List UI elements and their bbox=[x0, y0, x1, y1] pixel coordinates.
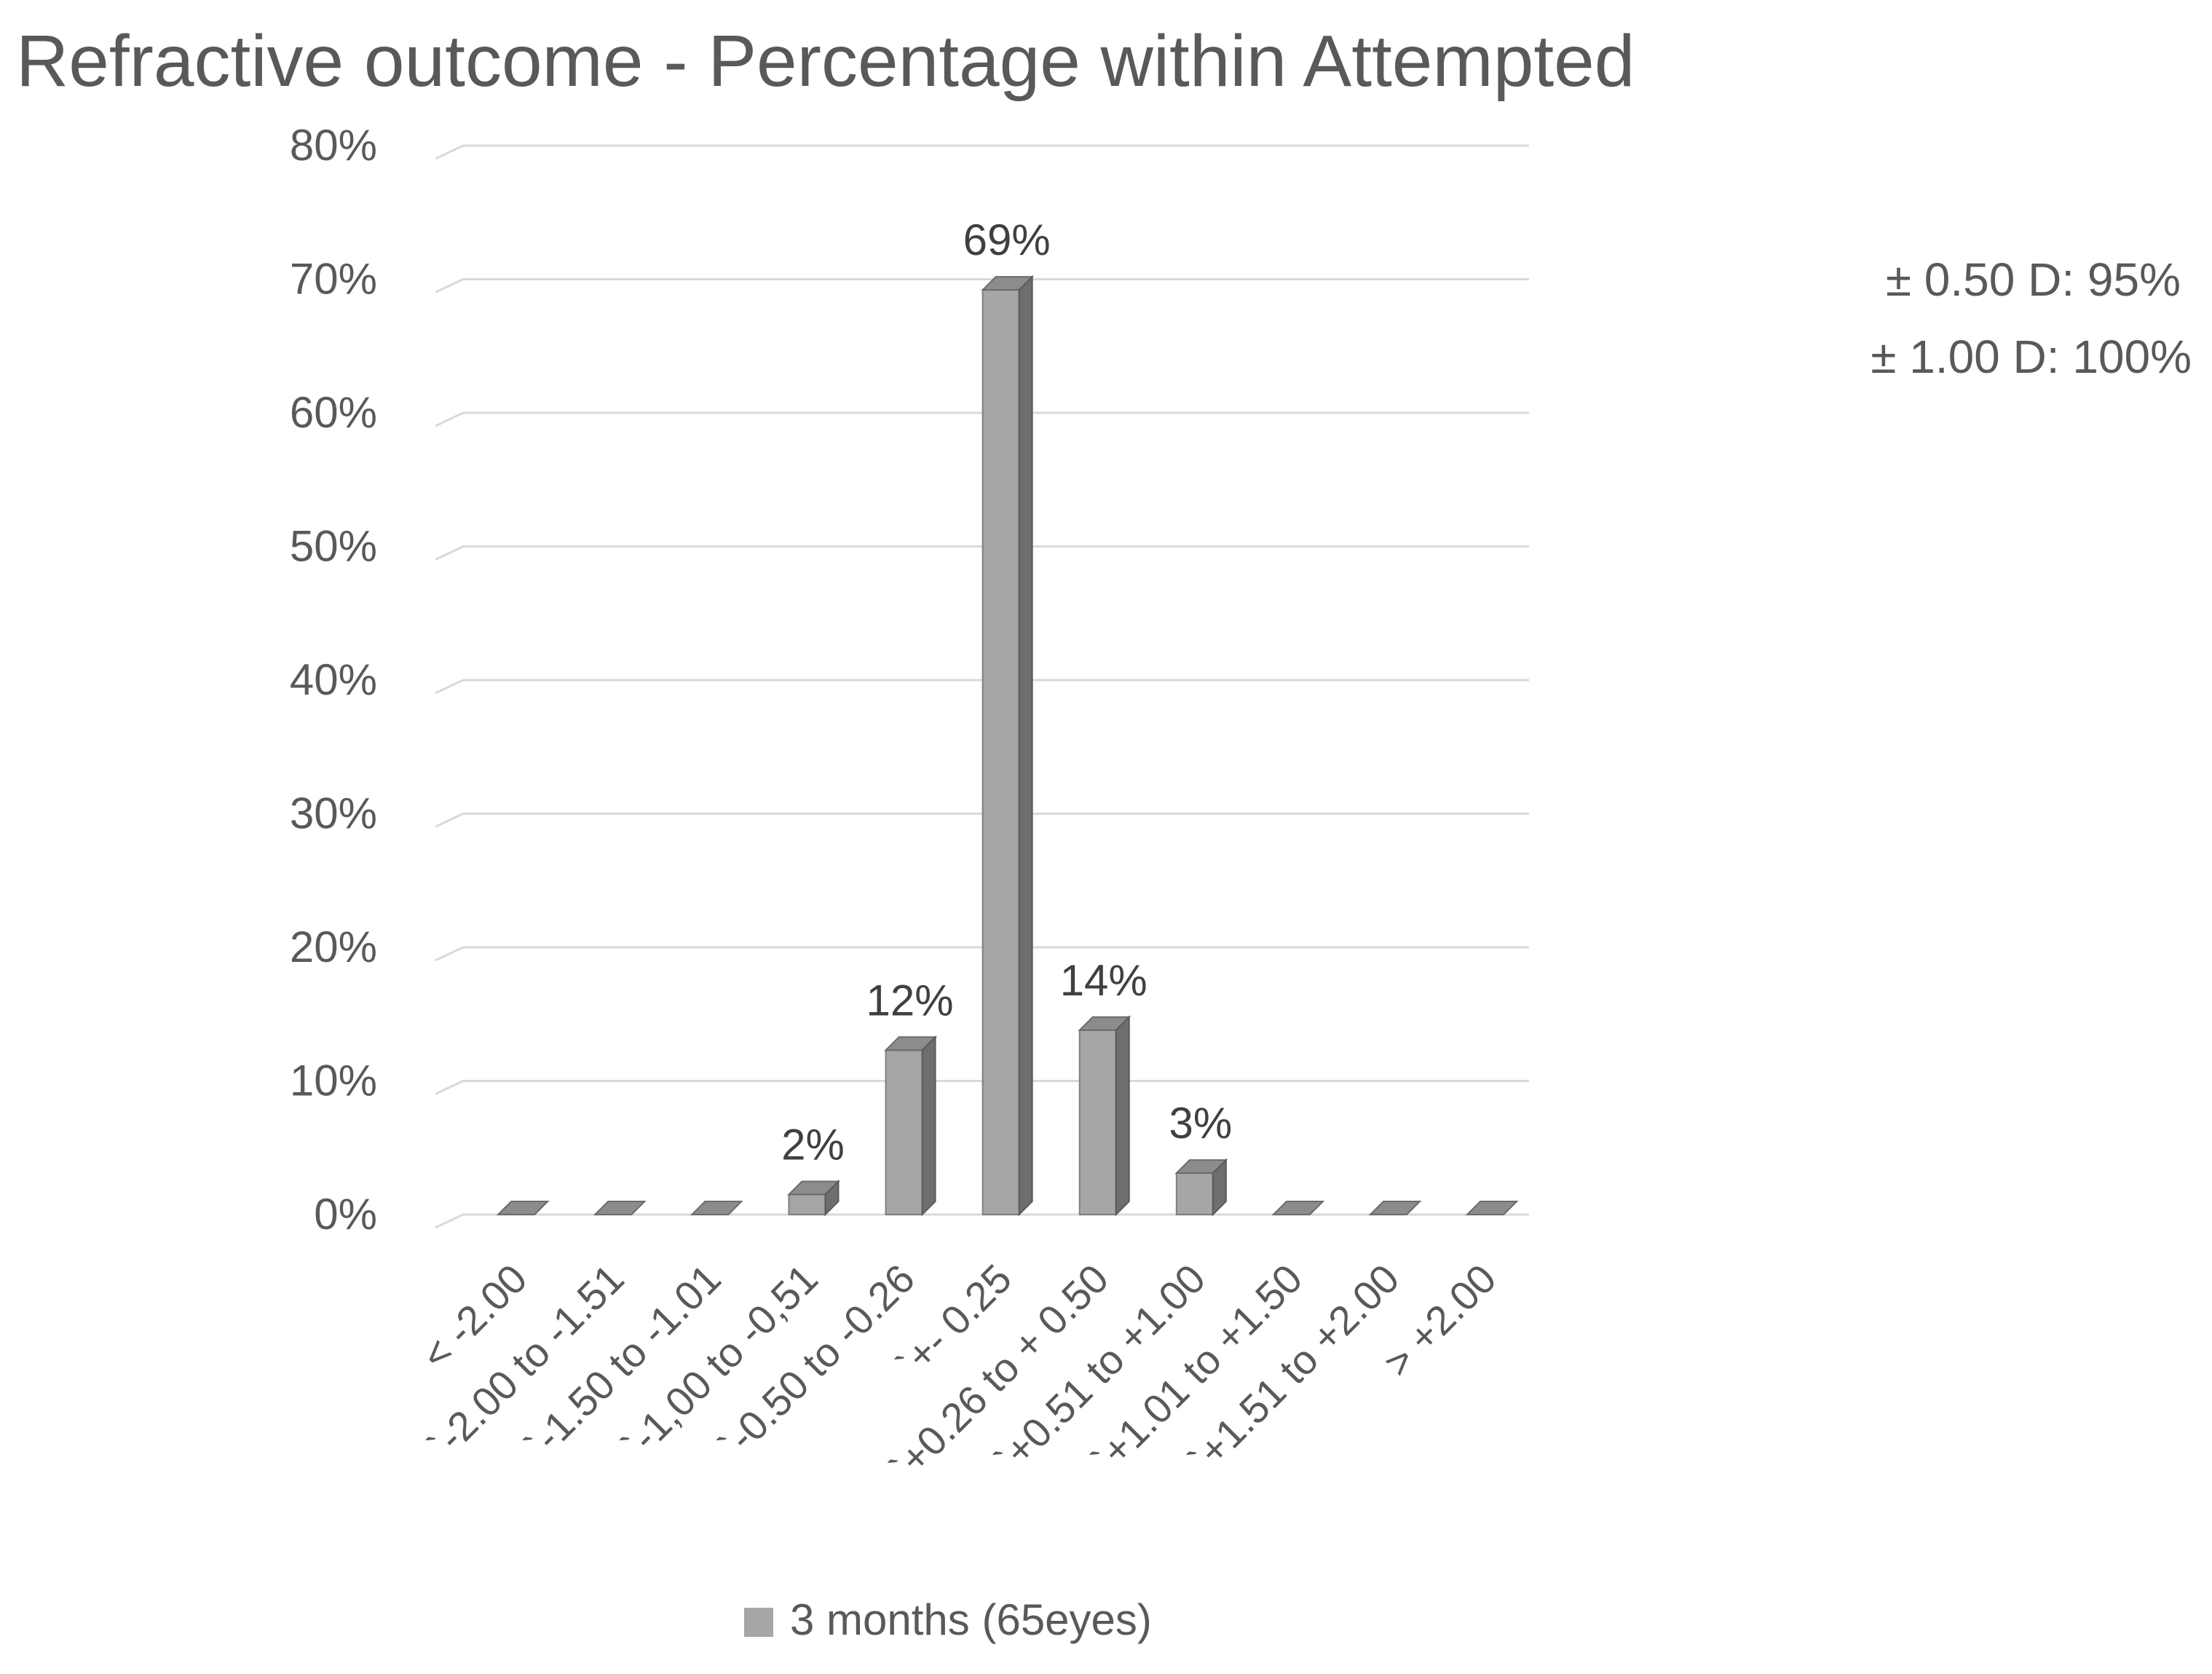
chart-title: Refractive outcome - Percentage within A… bbox=[16, 20, 1635, 102]
bar bbox=[1368, 1201, 1422, 1215]
y-tick-label: 20% bbox=[290, 923, 377, 971]
bar bbox=[1271, 1201, 1325, 1215]
bar bbox=[496, 1201, 550, 1215]
y-tick-label: 30% bbox=[290, 789, 377, 838]
annotation-within-0-50: ± 0.50 D: 95% bbox=[1886, 253, 2181, 306]
legend-swatch bbox=[744, 1608, 773, 1637]
gridline-depth bbox=[435, 679, 464, 695]
data-label: 12% bbox=[866, 976, 954, 1024]
gridline-depth bbox=[435, 545, 464, 561]
bar bbox=[1174, 1158, 1228, 1217]
gridline-depth bbox=[435, 411, 464, 427]
bars bbox=[496, 275, 1519, 1217]
gridline-depth bbox=[435, 813, 464, 828]
gridline-depth bbox=[435, 1080, 464, 1095]
bar bbox=[1465, 1201, 1519, 1215]
bar bbox=[787, 1180, 840, 1217]
bar bbox=[884, 1035, 937, 1217]
gridline-depth bbox=[435, 946, 464, 962]
y-tick-label: 60% bbox=[290, 388, 377, 437]
bar bbox=[981, 275, 1035, 1217]
y-tick-label: 70% bbox=[290, 255, 377, 304]
x-axis-categories: < -2.00`-2.00 to -1.51`-1.50 to -1.01`-1… bbox=[413, 1255, 1505, 1491]
y-tick-label: 80% bbox=[290, 121, 377, 170]
data-label: 2% bbox=[781, 1120, 845, 1169]
y-tick-label: 10% bbox=[290, 1057, 377, 1105]
data-label: 14% bbox=[1060, 956, 1148, 1005]
data-labels: 2% 12% 69% 14% 3% bbox=[781, 216, 1232, 1169]
data-label: 3% bbox=[1169, 1099, 1232, 1148]
y-tick-label: 50% bbox=[290, 522, 377, 571]
bar bbox=[593, 1201, 647, 1215]
legend-series-name: 3 months (65eyes) bbox=[790, 1595, 1152, 1644]
gridline-depth bbox=[435, 278, 464, 293]
y-tick-label: 0% bbox=[314, 1190, 377, 1239]
gridline-depth bbox=[435, 144, 464, 160]
bar bbox=[1078, 1015, 1131, 1217]
y-axis-ticks: 0% 10% 20% 30% 40% 50% 60% 70% 80% bbox=[290, 121, 377, 1239]
y-tick-label: 40% bbox=[290, 655, 377, 704]
bar bbox=[690, 1201, 743, 1215]
gridline-depth bbox=[435, 1213, 464, 1229]
annotation-within-1-00: ± 1.00 D: 100% bbox=[1871, 331, 2192, 383]
data-label: 69% bbox=[963, 216, 1051, 264]
